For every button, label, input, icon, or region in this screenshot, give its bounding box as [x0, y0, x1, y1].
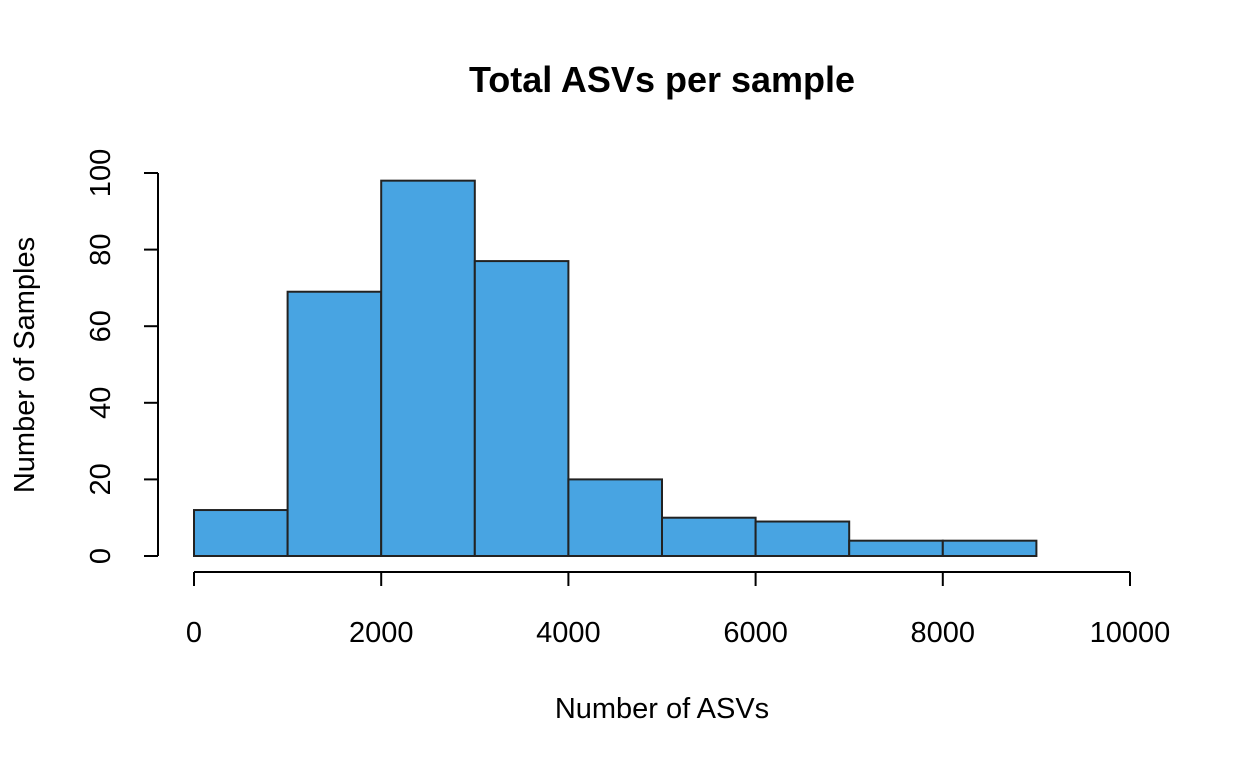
y-tick-label-1: 20: [85, 463, 117, 495]
y-tick-label-5: 100: [85, 149, 117, 197]
x-tick-label-2: 4000: [536, 617, 601, 649]
histogram-bar-5: [661, 516, 757, 558]
histogram-bar-6: [754, 520, 851, 558]
x-axis-title: Number of ASVs: [555, 693, 769, 725]
x-tick-label-3: 6000: [723, 617, 788, 649]
y-tick-label-3: 60: [85, 310, 117, 342]
y-tick-label-0: 0: [85, 548, 117, 564]
histogram-bar-1: [286, 290, 383, 557]
y-ticks-group: 0 20 40 60 80 100: [85, 149, 158, 564]
x-tick-label-1: 2000: [349, 617, 414, 649]
x-axis: 0 2000 4000 6000 8000 10000: [186, 571, 1170, 649]
x-tick-label-0: 0: [186, 617, 202, 649]
histogram-bar-0: [193, 509, 289, 558]
histogram-bar-4: [567, 478, 664, 557]
histogram-bar-7: [848, 539, 944, 557]
bars-group: [193, 179, 1038, 558]
histogram-bar-2: [380, 179, 476, 557]
y-axis-title: Number of Samples: [9, 237, 41, 493]
histogram-bar-8: [941, 539, 1038, 557]
y-tick-label-4: 80: [85, 233, 117, 265]
x-tick-label-5: 10000: [1090, 617, 1171, 649]
chart-title: Total ASVs per sample: [469, 59, 855, 100]
x-ticks-group: 0 2000 4000 6000 8000 10000: [186, 572, 1170, 649]
histogram-bar-3: [473, 260, 570, 557]
y-tick-label-2: 40: [85, 387, 117, 419]
y-axis: 0 20 40 60 80 100: [85, 149, 159, 564]
x-tick-label-4: 8000: [911, 617, 976, 649]
